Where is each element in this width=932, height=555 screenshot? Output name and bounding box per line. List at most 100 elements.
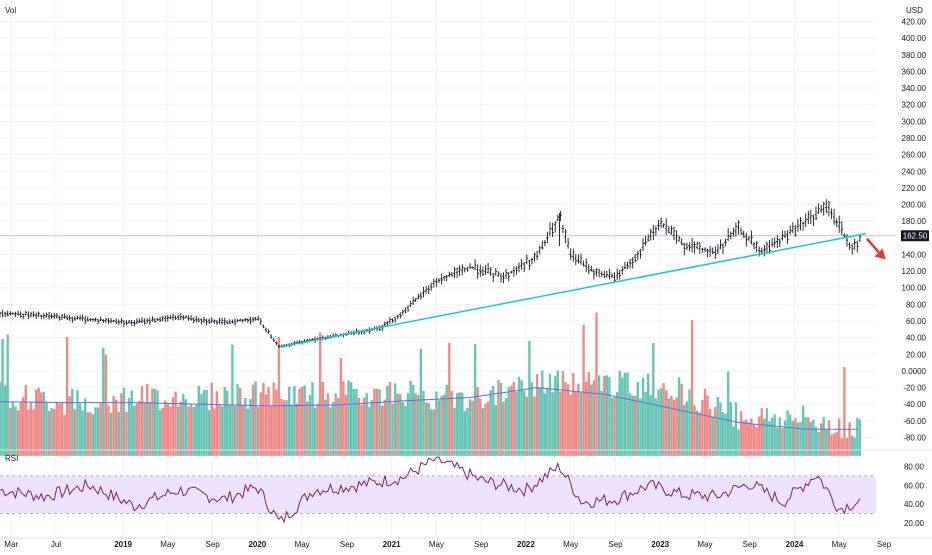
volume-bar [752,424,756,456]
volume-bar [138,400,141,456]
volume-bar [326,393,330,456]
volume-bar [272,382,275,456]
volume-bar [192,406,195,456]
volume-bar [670,395,673,456]
volume-bar [246,409,250,456]
volume-bar [435,391,438,456]
volume-bar [40,392,43,456]
volume-bar [231,344,234,456]
volume-bar [510,385,513,456]
rsi-indicator-label[interactable]: RSI [5,454,19,463]
time-tick-label: May [160,540,175,549]
volume-bar [249,399,252,456]
time-tick-label: Sep [608,540,623,549]
volume-bar [737,429,740,456]
volume-bar [319,332,322,456]
volume-bar [572,373,575,456]
time-tick-label: May [697,540,712,549]
volume-bar [32,409,35,456]
volume-bar [244,398,247,456]
volume-bar [628,393,632,456]
volume-bar [174,391,177,456]
volume-bar [739,411,743,456]
volume-bar [845,438,849,456]
volume-bar [466,408,469,456]
volume-bar [151,388,154,456]
volume-bar [783,420,787,456]
volume-bar [812,419,815,456]
volume-bar [623,372,627,456]
volume-bar [750,418,753,456]
volume-bar [443,394,446,456]
time-tick-label: 2019 [114,540,132,549]
volume-bar [53,409,56,456]
price-tick-label: 260.00 [902,151,927,160]
volume-bar [417,395,420,456]
volume-panel [0,312,862,456]
volume-bar [60,402,64,456]
price-panel [0,199,896,349]
volume-bar [357,397,361,456]
volume-bar [223,387,226,456]
volume-bar [758,416,761,456]
volume-bar [65,337,69,456]
volume-bar [667,398,670,456]
volume-bar [94,407,97,456]
volume-bar [393,383,397,456]
volume-bar [184,399,188,456]
price-tick-label: 280.00 [902,134,927,143]
volume-bar [220,406,224,456]
volume-bar [414,393,417,456]
volume-bar [313,407,317,456]
volume-bar [342,381,345,456]
volume-bar [791,421,794,456]
volume-bar [657,389,660,456]
volume-bar [84,398,87,456]
time-tick-label: 2020 [248,540,266,549]
volume-bar [166,404,169,456]
volume-bar [858,419,862,456]
volume-bar [277,337,281,456]
volume-bar [91,414,95,456]
price-tick-label: 380.00 [902,51,927,60]
volume-bar [708,408,712,456]
volume-bar [461,392,464,456]
volume-bar [574,392,577,456]
volume-bar [288,386,291,456]
last-price-tag-bg [901,230,929,242]
volume-bar [189,403,193,456]
volume-bar [662,383,665,456]
last-price-tag: 162.50 [901,230,929,242]
volume-bar [616,392,619,456]
volume-bar [4,385,7,456]
volume-bar [213,408,216,456]
rsi-panel [0,456,876,524]
volume-bar [621,377,624,456]
volume-bar [89,412,92,456]
volume-bar [714,407,717,456]
volume-bar [22,397,25,456]
price-tick-label: -60.00 [903,417,926,426]
volume-bar [600,390,603,456]
time-tick-label: May [832,540,847,549]
volume-bar [347,380,350,456]
volume-bar [153,388,157,456]
volume-bar [344,394,348,456]
volume-bar [494,405,497,456]
volume-bar [143,402,146,456]
volume-indicator-label[interactable]: Vol [5,6,17,15]
volume-bar [373,388,376,456]
time-tick-label: 2024 [786,540,804,549]
volume-bar [649,395,652,456]
volume-bar [484,403,487,456]
volume-bar [631,395,634,456]
price-tick-label: 300.00 [902,117,927,126]
volume-bar [696,410,699,456]
volume-bar [760,408,763,456]
volume-bar [827,420,831,456]
volume-bar [727,371,730,456]
volume-bar [683,405,686,456]
volume-bar [471,400,474,456]
volume-bar [698,412,701,456]
